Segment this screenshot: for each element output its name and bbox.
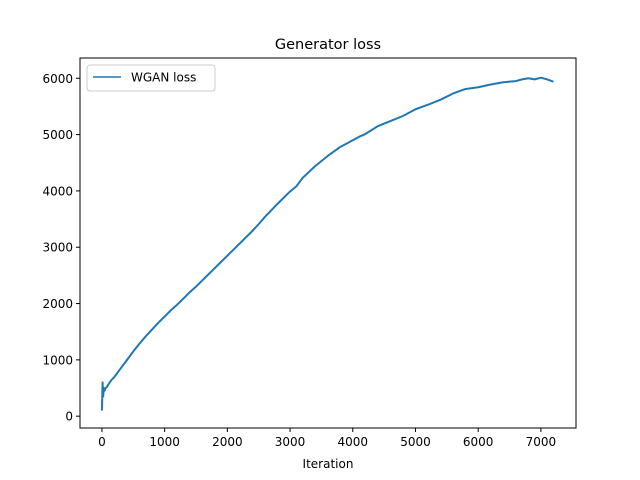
x-tick-label: 6000 bbox=[463, 435, 494, 449]
series-group bbox=[100, 76, 554, 411]
x-axis-ticks: 0 1000 2000 3000 4000 5000 6000 7000 bbox=[98, 428, 556, 449]
series-line-wgan-loss bbox=[100, 76, 554, 411]
x-tick-label: 1000 bbox=[149, 435, 180, 449]
y-tick-label: 6000 bbox=[42, 72, 73, 86]
plot-area bbox=[79, 57, 577, 429]
legend: WGAN loss bbox=[86, 64, 216, 92]
x-tick-label: 2000 bbox=[212, 435, 243, 449]
y-tick-label: 3000 bbox=[42, 241, 73, 255]
y-axis-ticks: 0 1000 2000 3000 4000 5000 6000 bbox=[42, 72, 80, 424]
y-tick-label: 5000 bbox=[42, 128, 73, 142]
x-tick-label: 5000 bbox=[400, 435, 431, 449]
legend-entry-label: WGAN loss bbox=[131, 71, 196, 85]
x-tick-label: 4000 bbox=[337, 435, 368, 449]
y-tick-label: 0 bbox=[65, 410, 73, 424]
y-tick-label: 4000 bbox=[42, 184, 73, 198]
y-tick-label: 1000 bbox=[42, 353, 73, 367]
x-tick-label: 3000 bbox=[275, 435, 306, 449]
x-axis-label: Iteration bbox=[303, 457, 354, 471]
x-tick-label: 7000 bbox=[526, 435, 557, 449]
legend-box bbox=[86, 64, 216, 92]
chart-title: Generator loss bbox=[275, 37, 381, 53]
x-tick-label: 0 bbox=[98, 435, 106, 449]
plot-frame bbox=[79, 57, 577, 429]
y-tick-label: 2000 bbox=[42, 297, 73, 311]
